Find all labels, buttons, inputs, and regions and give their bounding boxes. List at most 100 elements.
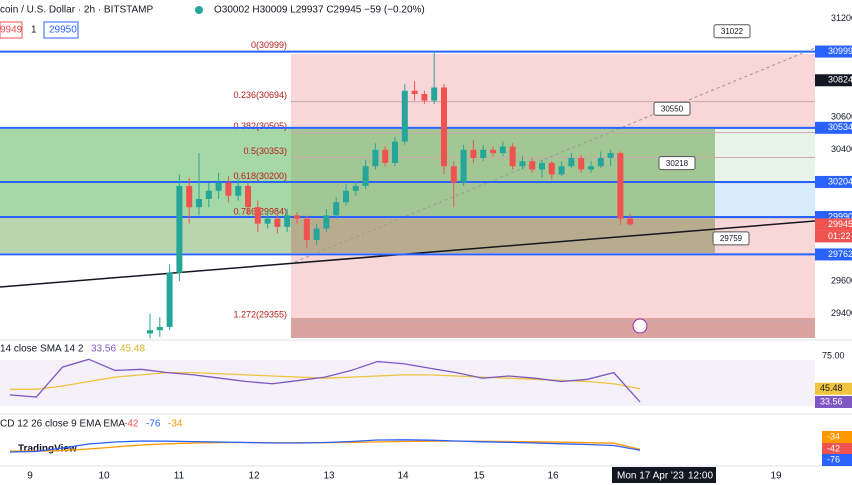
time-tick: 14 — [397, 471, 409, 482]
bid-box[interactable] — [0, 21, 23, 39]
candle-body — [196, 199, 202, 208]
price-tag-label: 30204 — [828, 176, 852, 186]
event-icon[interactable] — [632, 318, 648, 334]
countdown-box — [815, 230, 852, 243]
macd-line — [9, 439, 641, 453]
macd-signal: -34 — [168, 419, 183, 430]
rsi-band — [0, 360, 815, 406]
callout-box — [713, 24, 751, 39]
candle-body — [470, 149, 477, 158]
candle-body — [205, 190, 212, 199]
callout-box — [653, 101, 691, 116]
candle-body — [401, 90, 408, 142]
candle-body — [156, 326, 163, 331]
price-tag-label: 29990 — [828, 211, 852, 221]
candle-body — [509, 146, 516, 167]
candle-body — [225, 182, 232, 196]
time-tick: 19 — [770, 471, 782, 482]
cursor-date: Mon 17 Apr '23 — [617, 471, 684, 482]
time-tick: 13 — [323, 471, 335, 482]
candle-body — [568, 158, 575, 167]
fib-label: 0.5(30353) — [243, 146, 287, 156]
candle-body — [421, 94, 428, 101]
price-axis — [815, 0, 852, 485]
candle-body — [235, 185, 242, 196]
callout-box — [658, 156, 696, 171]
macd-value: -76 — [146, 419, 161, 430]
candle-body — [333, 202, 340, 216]
rsi-tag-label: 33.56 — [820, 396, 843, 406]
candle-body — [490, 149, 496, 154]
candle-body — [548, 162, 555, 175]
candle-body — [303, 218, 310, 240]
macd-tag-label: -34 — [827, 431, 840, 441]
time-tick: 16 — [547, 471, 559, 482]
rsi-sma-value: 45.48 — [120, 344, 145, 355]
price-tag-label: 29945 — [828, 219, 852, 229]
rsi-tag-label: 45.48 — [820, 383, 843, 393]
candle-body — [372, 149, 379, 167]
time-tick: 11 — [174, 471, 185, 482]
price-tag — [815, 218, 852, 231]
macd-tag-label: -42 — [827, 443, 840, 453]
candle-body — [529, 161, 536, 170]
callout-label: 29759 — [720, 234, 743, 243]
price-tag — [815, 121, 852, 134]
candle-body — [382, 149, 389, 163]
cursor-time: 12:00 — [688, 471, 713, 482]
fib-label: 1.272(29355) — [233, 310, 287, 320]
candle-body — [274, 218, 281, 227]
macd-tag — [822, 431, 852, 443]
cursor-date-box — [612, 467, 716, 483]
macd-tag — [822, 443, 852, 455]
macd-tag — [822, 454, 852, 466]
rsi-value: 33.56 — [91, 344, 116, 355]
candle-body — [450, 166, 457, 183]
candle-body — [254, 207, 261, 224]
ohlc: O30002 H30009 L29937 C29945 −59 (−0.20%) — [214, 5, 425, 16]
candle-body — [176, 185, 183, 273]
candle-body — [352, 185, 359, 191]
candle-body — [499, 146, 506, 154]
macd-hist: -42 — [124, 419, 139, 430]
price-tag — [815, 175, 852, 188]
price-tag-label: 30999 — [828, 46, 852, 56]
candle-body — [441, 87, 447, 167]
candle-body — [147, 330, 153, 334]
candle-body — [519, 161, 526, 167]
callout-label: 30218 — [666, 159, 689, 168]
candle-body — [343, 190, 349, 203]
rsi-tag — [815, 382, 852, 395]
time-tick: 10 — [98, 471, 110, 482]
candle-body — [284, 215, 291, 227]
price-tag — [815, 45, 852, 58]
price-tick: 31200 — [831, 13, 852, 23]
price-tick: 29400 — [831, 308, 852, 318]
candle-body — [411, 90, 418, 95]
candle-body — [539, 162, 545, 170]
ask: 29950 — [49, 25, 77, 36]
candle-body — [186, 185, 193, 208]
candle-body — [323, 215, 330, 229]
price-tag — [815, 74, 852, 87]
entry-zone — [715, 182, 815, 216]
fib-label: 0.236(30694) — [233, 90, 287, 100]
candle-body — [627, 218, 634, 225]
rsi-line — [9, 358, 641, 403]
callout-label: 31022 — [721, 27, 744, 36]
fib-label: 0(30999) — [251, 40, 287, 50]
candle-body — [245, 185, 251, 208]
price-tag-label: 30534 — [828, 122, 852, 132]
fib-label: 0.382(30505) — [233, 121, 287, 131]
price-tag-label: 29762 — [828, 249, 852, 259]
price-tag — [815, 248, 852, 261]
candle-body — [578, 158, 585, 170]
candle-body — [166, 272, 173, 327]
trend-line — [0, 217, 852, 288]
ask-box[interactable] — [43, 21, 79, 39]
rsi-axis-tick: 75.00 — [822, 350, 845, 360]
candle-body — [558, 166, 565, 175]
time-tick: 15 — [473, 471, 485, 482]
fib-label: 0.618(30200) — [233, 171, 287, 181]
candle-body — [617, 153, 624, 219]
